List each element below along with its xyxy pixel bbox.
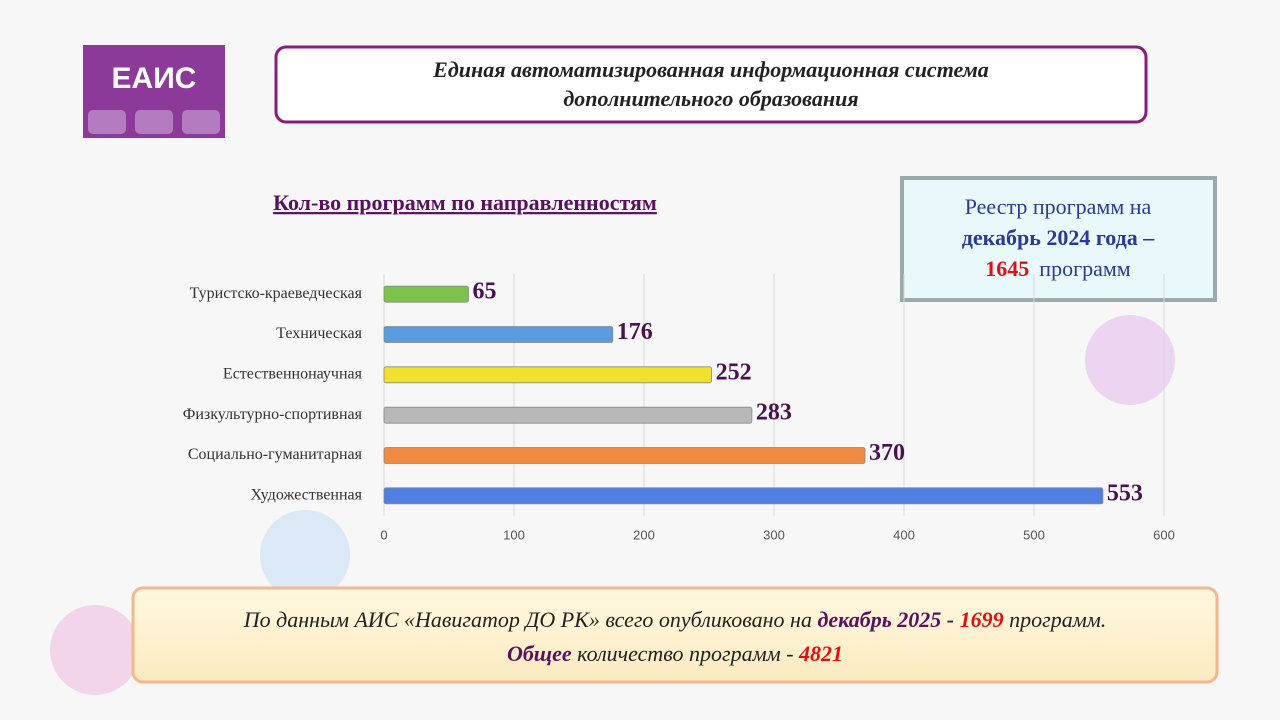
x-tick-label: 200 [633, 527, 655, 542]
y-tick-label: Туристско-краеведческая [190, 285, 363, 302]
footer-count: 4821 [798, 641, 843, 666]
footer-box [131, 586, 1219, 684]
header-box [274, 45, 1148, 124]
bar [383, 285, 469, 303]
x-tick-label: 300 [763, 527, 785, 542]
logo-text: ЕАИС [112, 62, 197, 95]
data-label: 283 [756, 400, 792, 426]
bar [383, 487, 1104, 505]
data-label: 65 [473, 279, 497, 305]
y-tick-label: Художественная [251, 487, 363, 504]
x-tick-label: 500 [1023, 527, 1045, 542]
footer-line: По данным АИС «Навигатор ДО РК» всего оп… [243, 607, 1107, 632]
x-tick-label: 600 [1153, 527, 1175, 542]
bar [383, 326, 614, 343]
logo-seat [182, 110, 220, 134]
x-tick-label: 400 [893, 527, 915, 542]
registry-line: декабрь 2024 года – [962, 225, 1156, 250]
registry-line: 1645 программ [985, 256, 1130, 281]
y-tick-label: Физкультурно-спортивная [183, 406, 363, 423]
data-label: 370 [869, 440, 905, 466]
decor-globe [260, 510, 350, 600]
footer-text: По данным АИС «Навигатор ДО РК» всего оп… [243, 607, 818, 632]
logo-seat [88, 110, 126, 134]
footer-text: количество программ - [572, 641, 799, 666]
footer-count: 1699 [960, 607, 1004, 632]
chart-title: Кол-во программ по направленностям [273, 190, 657, 215]
decor-microscope [1085, 315, 1175, 405]
y-tick-label: Естественнонаучная [223, 366, 363, 383]
bar [383, 447, 866, 464]
bar [383, 366, 713, 384]
header-line: Единая автоматизированная информационная… [432, 57, 989, 82]
footer-bold: декабрь 2025 - [817, 607, 959, 632]
footer-text: программ. [1004, 607, 1107, 632]
data-label: 553 [1107, 480, 1143, 506]
registry-unit: программ [1039, 256, 1130, 281]
y-tick-label: Техническая [276, 325, 362, 342]
data-label: 176 [617, 319, 653, 345]
y-tick-label: Социально-гуманитарная [188, 446, 363, 463]
registry-line: Реестр программ на [965, 194, 1152, 219]
data-label: 252 [716, 359, 752, 385]
x-tick-label: 0 [380, 527, 387, 542]
registry-count: 1645 [985, 256, 1029, 281]
footer-line: Общее количество программ - 4821 [507, 641, 843, 666]
registry-box [900, 176, 1217, 302]
logo: ЕАИС [83, 45, 225, 138]
plot: 0 100 200 300 400 500 600 Туристско-краеведческ… [183, 274, 1175, 542]
footer-bold: Общее [507, 641, 572, 666]
decor-palette [50, 605, 140, 695]
bar [383, 406, 753, 424]
x-tick-label: 100 [503, 527, 525, 542]
logo-seat [135, 110, 173, 134]
header-line: дополнительного образования [563, 86, 858, 111]
